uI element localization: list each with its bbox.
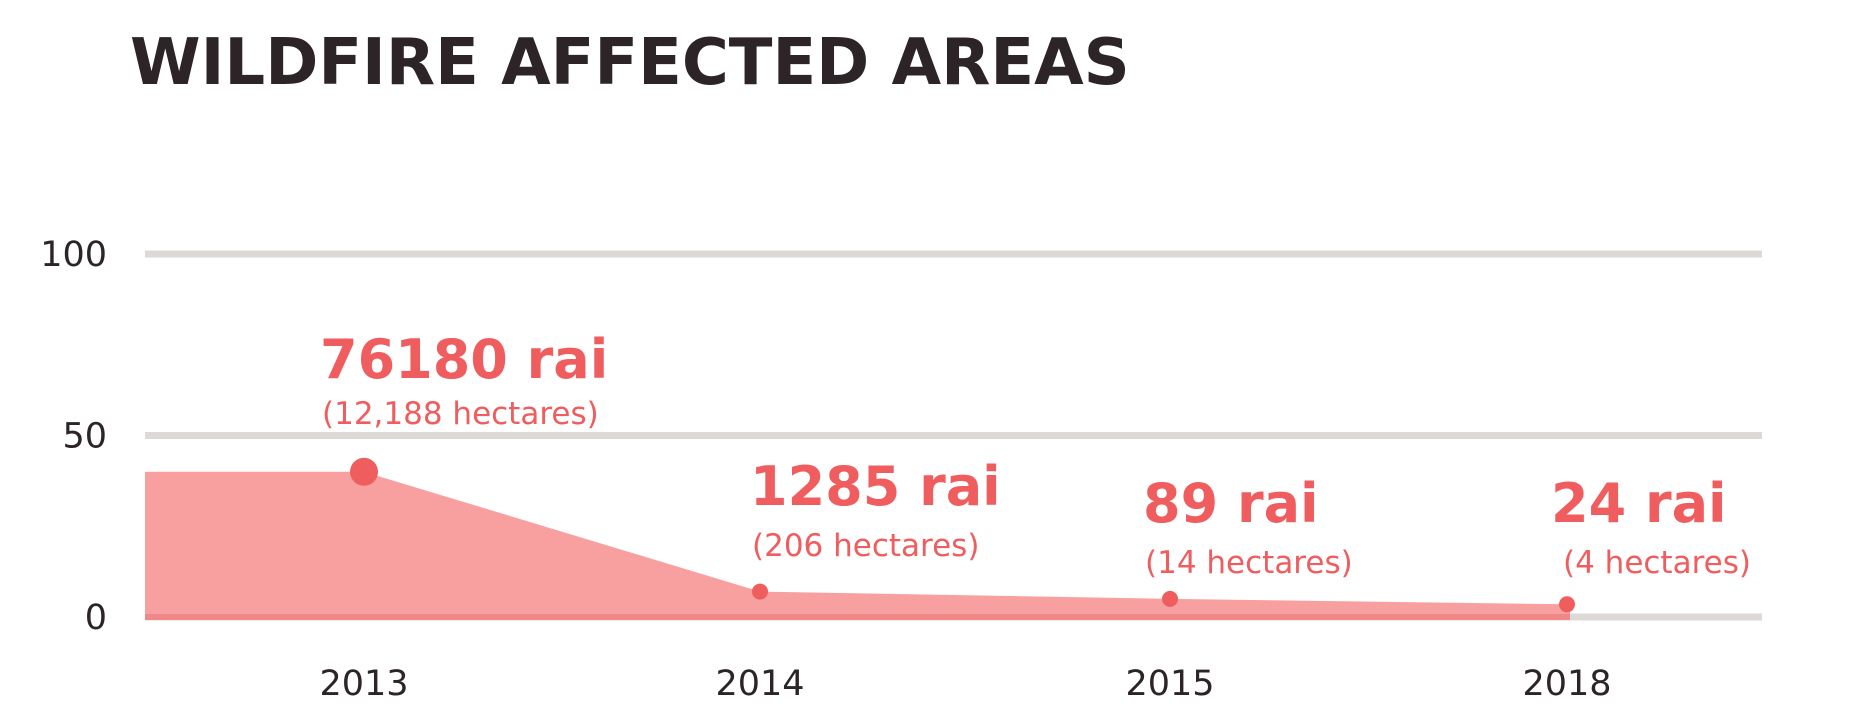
value-label-2015: 89 rai	[1143, 472, 1319, 535]
chart-title: WILDFIRE AFFECTED AREAS	[130, 26, 1130, 100]
data-point-2018	[1559, 596, 1575, 613]
x-tick-label-2013: 2013	[319, 664, 408, 704]
value-sublabel-2015: (14 hectares)	[1145, 545, 1353, 581]
value-sublabel-2014: (206 hectares)	[752, 528, 979, 564]
y-tick-label: 50	[62, 417, 107, 457]
y-tick-label: 100	[40, 235, 107, 275]
data-point-2015	[1162, 590, 1178, 607]
data-point-2013	[350, 457, 378, 486]
y-tick-label: 0	[85, 598, 107, 638]
area-series	[145, 471, 1570, 617]
value-sublabel-2013: (12,188 hectares)	[322, 396, 599, 432]
value-label-2013: 76180 rai	[320, 328, 608, 391]
axis-layer: 0 50 100 2013 2014 2015 2018	[40, 235, 1611, 704]
value-sublabel-2018: (4 hectares)	[1563, 545, 1751, 581]
x-tick-label-2018: 2018	[1522, 664, 1611, 704]
marker-layer	[350, 457, 1575, 613]
value-label-2014: 1285 rai	[750, 455, 1001, 518]
area-layer	[145, 471, 1570, 620]
x-tick-label-2015: 2015	[1125, 664, 1214, 704]
x-tick-label-2014: 2014	[715, 664, 804, 704]
label-layer: 76180 rai (12,188 hectares) 1285 rai (206 h…	[320, 328, 1751, 581]
data-point-2014	[752, 583, 768, 600]
value-label-2018: 24 rai	[1551, 472, 1727, 535]
